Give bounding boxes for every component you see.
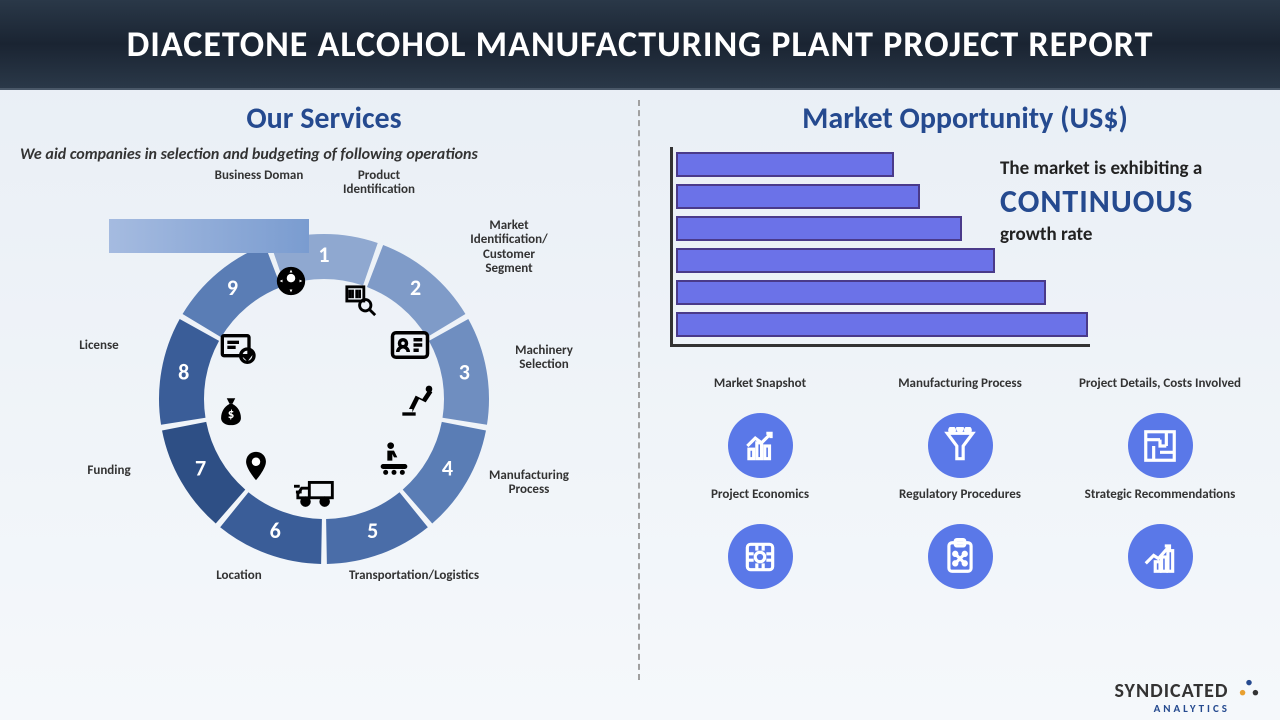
growth-icon bbox=[1128, 524, 1193, 589]
maze-icon bbox=[1128, 413, 1193, 478]
money-bag-icon: $ bbox=[214, 394, 248, 428]
feature-grid: Market Snapshot Manufacturing Process Pr… bbox=[670, 377, 1250, 589]
svg-text:$: $ bbox=[228, 407, 234, 422]
feature-label: Strategic Recommendations bbox=[1070, 488, 1250, 516]
wheel-number-6: 6 bbox=[270, 517, 281, 544]
bar-5 bbox=[676, 280, 1046, 305]
feature-details: Project Details, Costs Involved bbox=[1070, 377, 1250, 478]
feature-label: Market Snapshot bbox=[670, 377, 850, 405]
seg-label-3: Market Identification/ Customer Segment bbox=[459, 219, 559, 276]
brand-dots-icon bbox=[1238, 678, 1260, 706]
bar-2 bbox=[676, 184, 920, 209]
feature-label: Regulatory Procedures bbox=[870, 488, 1050, 516]
seg-label-5: Manufacturing Process bbox=[479, 469, 579, 498]
feature-manufacturing: Manufacturing Process bbox=[870, 377, 1050, 478]
market-panel: Market Opportunity (US$) The market is e… bbox=[640, 100, 1260, 680]
seg-label-8: Funding bbox=[59, 464, 159, 478]
services-title: Our Services bbox=[20, 100, 628, 137]
chart-axis bbox=[670, 147, 673, 347]
puzzle-icon bbox=[728, 524, 793, 589]
bar-3 bbox=[676, 216, 962, 241]
wheel-number-2: 2 bbox=[410, 274, 421, 301]
location-pin-icon bbox=[239, 449, 273, 483]
header-banner: DIACETONE ALCOHOL MANUFACTURING PLANT PR… bbox=[0, 0, 1280, 90]
services-wheel: 1 2 3 4 5 6 7 8 9 Business Doman Product Identif… bbox=[114, 169, 534, 589]
wheel-number-1: 1 bbox=[318, 241, 329, 268]
seg-label-6: Transportation/Logistics bbox=[334, 569, 494, 583]
seg-label-2: Product Identification bbox=[329, 169, 429, 198]
seg-label-7: Location bbox=[189, 569, 289, 583]
feature-snapshot: Market Snapshot bbox=[670, 377, 850, 478]
bar-6 bbox=[676, 312, 1088, 337]
barcode-search-icon bbox=[344, 284, 378, 318]
brand-sub: ANALYTICS bbox=[1114, 702, 1230, 715]
seg-label-9: License bbox=[49, 339, 149, 353]
id-card-icon bbox=[389, 324, 431, 366]
head-idea-icon bbox=[274, 264, 308, 298]
footer-brand: SYNDICATED ANALYTICS bbox=[1114, 678, 1260, 715]
truck-icon bbox=[294, 469, 340, 515]
page-title: DIACETONE ALCOHOL MANUFACTURING PLANT PR… bbox=[127, 22, 1154, 66]
funnel-icon bbox=[928, 413, 993, 478]
growth-big: CONTINUOUS bbox=[1000, 182, 1250, 221]
growth-line2: growth rate bbox=[1000, 223, 1092, 246]
feature-label: Project Economics bbox=[670, 488, 850, 516]
seg-label-4: Machinery Selection bbox=[494, 344, 594, 373]
bar-4 bbox=[676, 248, 995, 273]
feature-economics: Project Economics bbox=[670, 488, 850, 589]
worker-conveyor-icon bbox=[374, 439, 414, 479]
wheel-number-3: 3 bbox=[459, 359, 470, 386]
market-title: Market Opportunity (US$) bbox=[670, 100, 1260, 137]
wheel-number-9: 9 bbox=[227, 274, 238, 301]
feature-regulatory: Regulatory Procedures bbox=[870, 488, 1050, 589]
brand-main: SYNDICATED bbox=[1114, 679, 1228, 703]
growth-line1: The market is exhibiting a bbox=[1000, 157, 1202, 180]
wheel-number-8: 8 bbox=[178, 359, 189, 386]
bar-1 bbox=[676, 152, 894, 177]
seg-label-1: Business Doman bbox=[209, 169, 309, 183]
robot-arm-icon bbox=[399, 379, 439, 419]
services-subtitle: We aid companies in selection and budget… bbox=[20, 145, 628, 164]
wheel-number-4: 4 bbox=[442, 455, 453, 482]
feature-label: Project Details, Costs Involved bbox=[1070, 377, 1250, 405]
chart-line-icon bbox=[728, 413, 793, 478]
wheel-number-5: 5 bbox=[367, 517, 378, 544]
feature-label: Manufacturing Process bbox=[870, 377, 1050, 405]
feature-strategic: Strategic Recommendations bbox=[1070, 488, 1250, 589]
services-panel: Our Services We aid companies in selecti… bbox=[20, 100, 640, 680]
certificate-icon bbox=[219, 329, 259, 369]
segment-highlight bbox=[109, 219, 309, 253]
wheel-number-7: 7 bbox=[195, 455, 206, 482]
growth-text: The market is exhibiting a CONTINUOUS gr… bbox=[1000, 157, 1250, 246]
main-content: Our Services We aid companies in selecti… bbox=[0, 90, 1280, 680]
clipboard-icon bbox=[928, 524, 993, 589]
